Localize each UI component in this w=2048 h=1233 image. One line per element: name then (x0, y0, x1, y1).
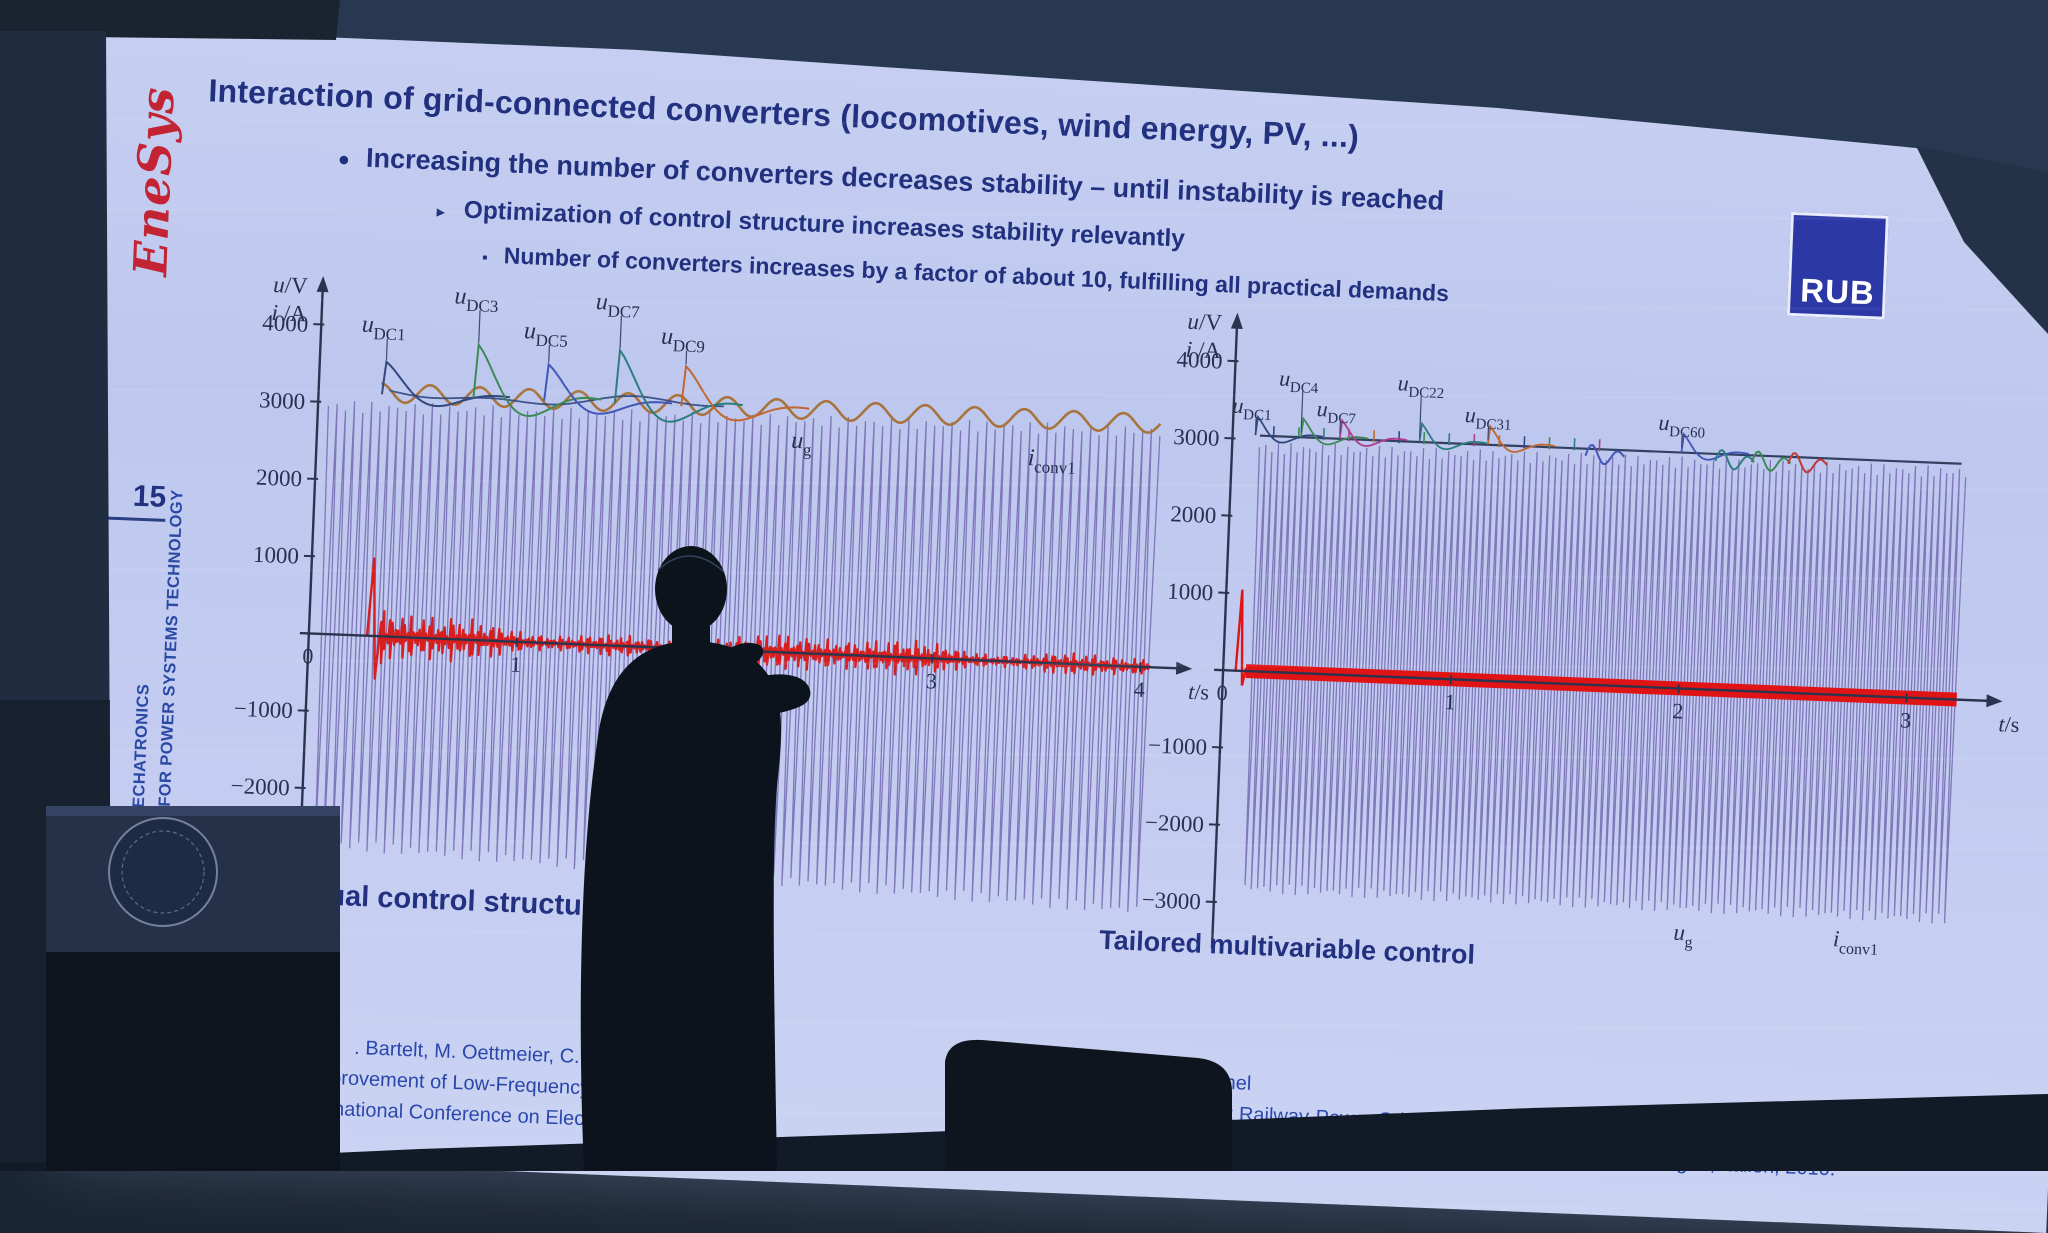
x-axis-arrow-icon (1986, 694, 2003, 708)
rub-logo: RUB (1787, 212, 1889, 320)
y-tick-label: 1000 (252, 542, 299, 569)
y-tick-label: −1000 (233, 696, 293, 723)
grid-voltage-label: ug (1673, 920, 1694, 952)
bullet-arrow-icon: ► (434, 203, 448, 220)
dc-transient (614, 350, 745, 424)
y-tick-label: −2000 (1144, 810, 1204, 837)
slide-page-number: 15 (101, 478, 167, 522)
dc-mini-transient (1585, 445, 1625, 465)
bullet-dot-icon: ● (337, 149, 350, 172)
y-tick-label: 2000 (1170, 501, 1217, 528)
x-tick-label: 2 (718, 660, 730, 685)
y-axis-unit-label-voltage: u/V (1187, 309, 1223, 335)
enesys-logo: EneSys (123, 86, 185, 278)
reference-1-left: . Bartelt, M. Oettmeier, C. Heising, V. (354, 1037, 681, 1073)
dc-label: uDC4 (1279, 365, 1320, 397)
reference-2-left: nprovement of Low-Frequency System (319, 1067, 663, 1104)
dc-label: uDC22 (1397, 370, 1445, 402)
x-tick-label: 3 (925, 668, 937, 693)
y-axis (298, 284, 323, 911)
y-axis-arrow-icon (317, 276, 330, 292)
reference-citation: . Bartelt, M. Oettmeier, C. Heising, V. … (59, 1025, 2048, 1205)
dc-label: uDC31 (1464, 402, 1512, 434)
institute-text-line1: E FOR POWER SYSTEMS TECHNOLOGY (155, 489, 187, 823)
dc-label: uDC9 (660, 324, 705, 357)
y-tick-label: −3000 (1141, 887, 1201, 914)
y-axis-unit-label-current: i /A (271, 300, 308, 326)
x-tick-label: 3 (1900, 707, 1912, 732)
conference-photo: { "slide": { "title": "Interaction of gr… (0, 0, 2048, 1171)
dc-label: uDC7 (595, 289, 641, 322)
x-tick-label: 1 (1444, 689, 1456, 714)
grid-voltage-label: ug (791, 428, 813, 460)
dc-label: uDC7 (1316, 396, 1357, 428)
y-tick-label: −1000 (1148, 733, 1208, 760)
dc-label: uDC1 (361, 312, 406, 345)
dc-label: uDC60 (1658, 410, 1706, 442)
x-tick-label: 1 (510, 652, 522, 677)
reference-line-1: . Bartelt, M. Oettmeier, C. Heising, V. … (63, 1025, 2048, 1105)
y-tick-label: 3000 (1173, 424, 1220, 451)
projection-screen: Interaction of grid-connected converters… (58, 28, 2048, 1233)
reference-1-right: eimel (1203, 1071, 1252, 1096)
y-tick-label: 2000 (256, 465, 303, 492)
y-axis-unit-label-current: i /A (1185, 337, 1222, 363)
x-tick-label: 0 (1216, 680, 1228, 705)
y-axis (1212, 321, 1237, 948)
x-tick-label: 0 (302, 643, 314, 668)
y-tick-label: 1000 (1167, 579, 1214, 606)
dc-label: uDC3 (454, 283, 499, 316)
y-axis-arrow-icon (1231, 313, 1244, 329)
converter-current-label: iconv1 (1027, 445, 1076, 478)
y-axis-unit-label-voltage: u/V (273, 272, 309, 298)
x-axis-unit-label: t/s (1998, 711, 2020, 737)
converter-current-label: iconv1 (1832, 926, 1879, 959)
dc-voltage-line (1260, 436, 1962, 464)
y-tick-label: −2000 (230, 773, 290, 800)
institute-text-line2: MECHATRONICS (129, 683, 154, 822)
rub-logo-text: RUB (1800, 271, 1876, 312)
reference-3-left: ternational Conference on Electrical Sys (309, 1097, 665, 1134)
y-tick-label: 3000 (259, 387, 306, 414)
x-tick-label: 2 (1672, 698, 1684, 723)
dc-label: uDC1 (1232, 393, 1273, 425)
dc-label: uDC5 (523, 318, 568, 351)
bullet-square-icon: ▪ (482, 249, 488, 267)
